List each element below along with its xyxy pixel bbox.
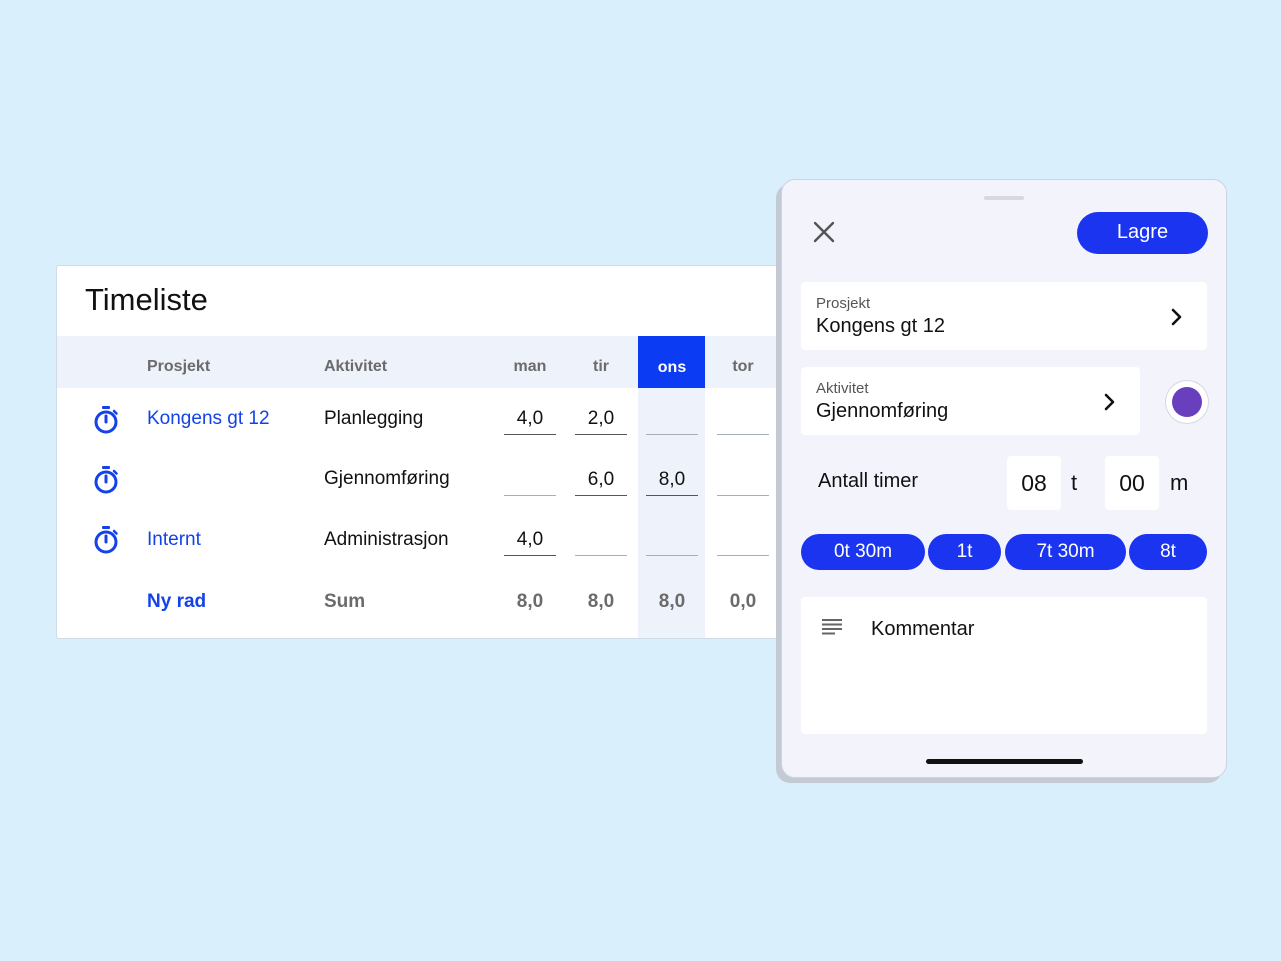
close-icon[interactable] [810,218,838,246]
comment-field[interactable]: Kommentar [801,597,1207,734]
minutes-unit: m [1170,470,1189,495]
color-swatch [1172,387,1202,417]
hours-input-tue[interactable] [575,526,627,556]
save-button[interactable]: Lagre [1077,212,1208,254]
activity-name: Planlegging [324,408,424,429]
project-field-value: Kongens gt 12 [816,315,945,337]
hours-input[interactable]: 08 [1007,456,1061,510]
page-title: Timeliste [85,282,208,317]
column-header-mon[interactable]: man [513,358,547,375]
home-indicator [926,759,1083,764]
column-header-wed[interactable]: ons [657,359,687,376]
column-header-thu[interactable]: tor [732,358,754,375]
new-row-link[interactable]: Ny rad [147,591,207,612]
column-header-activity: Aktivitet [324,358,388,375]
project-link[interactable]: Kongens gt 12 [147,408,270,429]
hours-label: Antall timer [818,470,919,492]
drag-handle[interactable] [984,196,1024,200]
stopwatch-icon[interactable] [93,405,119,435]
chevron-right-icon [1104,393,1115,411]
hours-input-tue[interactable]: 6,0 [575,466,627,496]
hours-input-thu[interactable] [717,405,769,435]
hours-input-tue[interactable]: 2,0 [575,405,627,435]
sum-thu: 0,0 [729,591,757,612]
activity-field-value: Gjennomføring [816,400,949,422]
activity-name: Gjennomføring [324,468,450,489]
quick-pick-7h30m[interactable]: 7t 30m [1005,534,1126,570]
hours-input-wed[interactable] [646,405,698,435]
quick-pick-8h[interactable]: 8t [1129,534,1207,570]
project-field-label: Prosjekt [816,295,871,312]
activity-color-picker[interactable] [1166,381,1208,423]
sum-mon: 8,0 [516,591,544,612]
timesheet-card: Timeliste Prosjekt Aktivitet man tir ons… [56,265,818,639]
time-entry-panel: Lagre Prosjekt Kongens gt 12 Aktivitet G… [781,179,1227,778]
quick-pick-30m[interactable]: 0t 30m [801,534,925,570]
hours-input-thu[interactable] [717,466,769,496]
hours-input-wed[interactable] [646,526,698,556]
activity-field[interactable]: Aktivitet Gjennomføring [801,367,1140,435]
column-header-tue[interactable]: tir [593,358,609,375]
project-field[interactable]: Prosjekt Kongens gt 12 [801,282,1207,350]
notes-icon [822,619,842,635]
comment-label: Kommentar [871,618,975,640]
minutes-input[interactable]: 00 [1105,456,1159,510]
sum-tue: 8,0 [587,591,615,612]
column-header-project: Prosjekt [147,358,211,375]
sum-wed: 8,0 [658,591,686,612]
hours-input-mon[interactable]: 4,0 [504,526,556,556]
hours-input-wed[interactable]: 8,0 [646,466,698,496]
sum-label: Sum [324,591,366,612]
stopwatch-icon[interactable] [93,465,119,495]
active-day-header-bg[interactable] [638,336,705,388]
activity-field-label: Aktivitet [816,380,869,397]
activity-name: Administrasjon [324,529,449,550]
chevron-right-icon [1171,308,1182,326]
hours-input-thu[interactable] [717,526,769,556]
hours-input-mon[interactable] [504,466,556,496]
quick-pick-1h[interactable]: 1t [928,534,1001,570]
hours-unit: t [1071,470,1078,495]
stopwatch-icon[interactable] [93,525,119,555]
hours-input-mon[interactable]: 4,0 [504,405,556,435]
project-link[interactable]: Internt [147,529,201,550]
